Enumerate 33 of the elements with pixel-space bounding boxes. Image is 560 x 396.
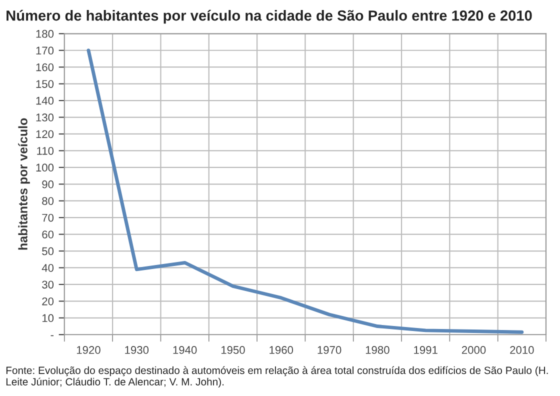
source-note: Fonte: Evolução do espaço destinado à automóveis em relação à área total construída dos edifícios de São Paulo (H. Leite Júnior; Cláudio T. de Alencar; V. M. John). <box>6 366 548 388</box>
y-tick-label: - <box>50 335 54 336</box>
y-tick-label: 60 <box>42 230 54 238</box>
y-tick-label: 110 <box>37 146 54 155</box>
y-tick-label: 130 <box>36 114 54 122</box>
x-tick-label: 1991 <box>414 346 438 354</box>
y-axis-title: habitantes por veículo <box>18 118 30 250</box>
y-tick-label: 80 <box>42 197 54 205</box>
y-tick-label: 160 <box>36 63 54 72</box>
y-tick-label: 50 <box>42 247 54 256</box>
x-tick-label: 1950 <box>221 346 245 354</box>
y-tick-label: 10 <box>42 314 54 322</box>
y-tick-label: 170 <box>36 46 54 55</box>
y-tick-label: 140 <box>36 96 54 105</box>
x-tick-label: 1940 <box>173 346 197 354</box>
x-tick-label: 1920 <box>76 346 100 354</box>
x-tick-label: 1960 <box>270 346 294 354</box>
y-tick-label: 70 <box>42 214 54 222</box>
x-tick-label: 1970 <box>318 346 342 354</box>
y-tick-label: 20 <box>42 297 54 306</box>
y-tick-label: 100 <box>36 164 54 172</box>
y-tick-label: 30 <box>42 280 54 289</box>
y-tick-label: 120 <box>36 130 54 138</box>
y-tick-label: 40 <box>42 264 54 272</box>
x-tick-label: 2000 <box>462 346 486 354</box>
x-tick-label: 1980 <box>366 346 390 354</box>
y-tick-label: 180 <box>36 30 54 38</box>
x-tick-label: 2010 <box>510 346 534 354</box>
chart-title: Número de habitantes por veículo na cidade de São Paulo entre 1920 e 2010 <box>6 10 532 24</box>
y-tick-label: 90 <box>42 180 54 188</box>
line-series <box>86 48 524 334</box>
y-tick-label: 150 <box>36 80 54 88</box>
x-tick-label: 1930 <box>125 346 149 354</box>
